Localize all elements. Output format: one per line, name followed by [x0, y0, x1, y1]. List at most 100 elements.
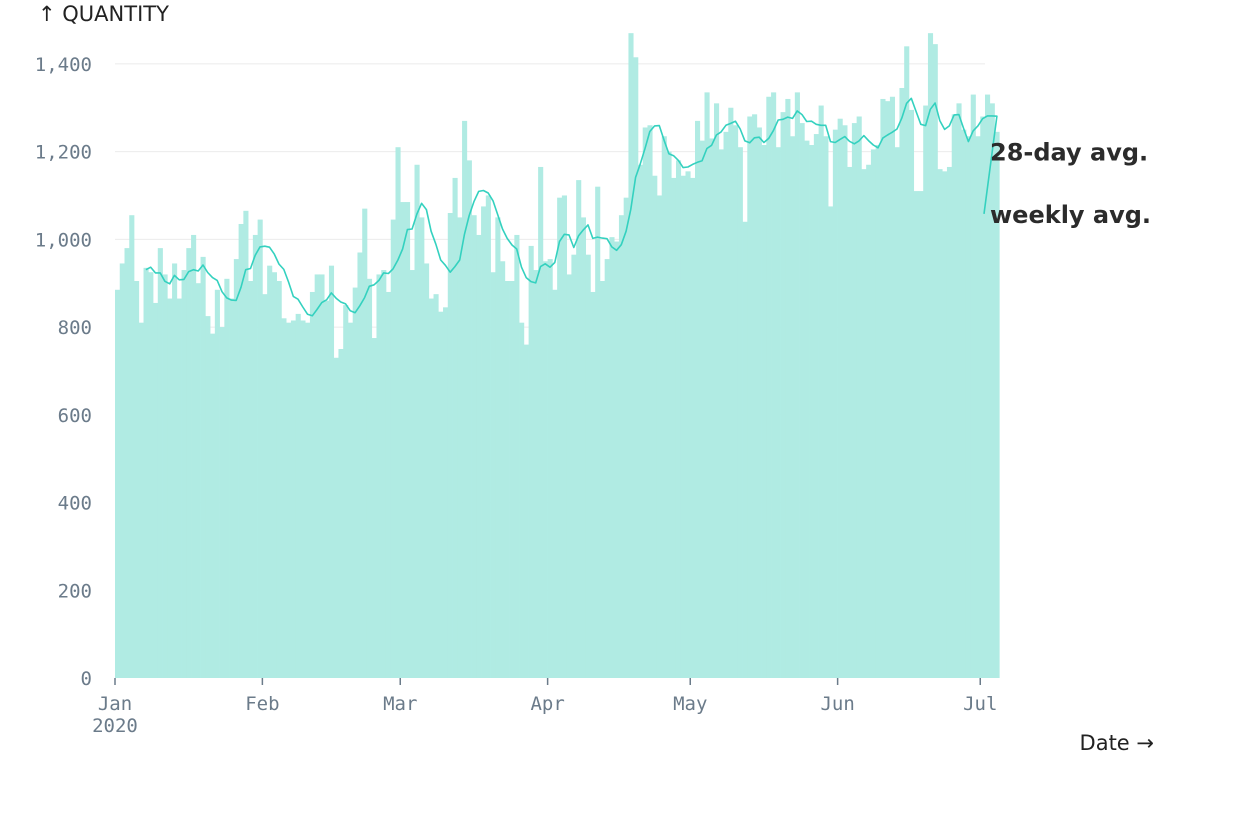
bar	[923, 105, 929, 679]
bar	[970, 94, 976, 678]
bar	[466, 160, 472, 678]
bar	[528, 245, 534, 678]
bar	[400, 202, 406, 678]
bar	[115, 289, 121, 678]
bar	[433, 294, 439, 678]
bar	[262, 294, 268, 678]
bar	[252, 234, 258, 679]
bar	[243, 210, 249, 678]
bar	[271, 272, 277, 678]
bar	[880, 98, 886, 678]
bar	[580, 217, 587, 678]
bars	[115, 33, 1000, 679]
bar	[257, 219, 263, 679]
y-tick-label: 1,200	[35, 142, 92, 164]
bar	[818, 105, 824, 679]
bar	[542, 261, 548, 678]
bar	[276, 281, 282, 678]
bar	[210, 333, 216, 678]
bar	[666, 151, 672, 679]
bar	[324, 300, 330, 678]
bar	[856, 116, 862, 679]
bar	[233, 259, 239, 678]
series-label-weekly: weekly avg.	[990, 201, 1151, 229]
bar	[500, 261, 506, 678]
bar	[153, 302, 159, 678]
x-tick-label: Apr	[530, 693, 564, 715]
bar	[124, 248, 130, 678]
bar	[675, 160, 682, 678]
bar	[889, 96, 896, 679]
bar	[913, 191, 919, 678]
bar	[290, 320, 297, 678]
bar	[328, 265, 335, 678]
bar	[395, 147, 401, 679]
bar	[181, 270, 187, 678]
bar	[908, 109, 915, 679]
x-tick-label: Jun	[820, 693, 854, 715]
bar	[718, 149, 724, 678]
bar	[904, 46, 910, 678]
series-label-28-day: 28-day avg.	[990, 139, 1148, 167]
bar	[362, 208, 368, 679]
bar	[385, 291, 392, 678]
bar	[965, 136, 972, 678]
bar	[870, 149, 877, 678]
y-tick-label: 400	[58, 493, 92, 515]
bar	[333, 357, 339, 678]
x-axis-title: Date →	[1080, 731, 1154, 755]
bar	[538, 166, 544, 678]
bar	[628, 33, 634, 679]
bar	[780, 112, 786, 679]
bar	[932, 44, 938, 679]
bar	[961, 129, 967, 678]
bar	[956, 103, 962, 678]
x-tick-sublabel: 2020	[92, 715, 138, 737]
bar	[357, 252, 363, 678]
bar	[623, 197, 629, 678]
bar	[504, 281, 510, 678]
bar	[714, 103, 720, 678]
bar	[319, 274, 325, 678]
bar	[704, 92, 710, 678]
bar	[347, 322, 354, 678]
bar	[851, 123, 857, 678]
bar	[761, 145, 767, 678]
bar	[842, 125, 848, 678]
bar	[557, 197, 563, 678]
bar	[680, 175, 686, 678]
bar	[885, 101, 891, 679]
bar	[305, 322, 311, 678]
bar	[946, 166, 953, 678]
bar	[994, 131, 1000, 679]
bar	[828, 206, 834, 678]
bar	[866, 164, 872, 678]
bar	[832, 129, 838, 678]
bar	[281, 318, 287, 678]
bar	[723, 131, 729, 679]
weekly-average-line	[145, 97, 998, 317]
bar	[267, 265, 273, 678]
bar	[585, 254, 591, 679]
bar	[214, 289, 220, 678]
bar	[205, 316, 211, 678]
bar	[238, 223, 244, 679]
bar	[766, 96, 772, 679]
bar	[172, 263, 178, 678]
bar	[157, 248, 163, 678]
bar	[381, 270, 387, 678]
bar	[633, 57, 639, 678]
bar	[799, 123, 805, 678]
bar	[571, 254, 577, 679]
bar	[709, 138, 715, 678]
bar	[476, 234, 482, 679]
bar	[652, 175, 658, 678]
bar	[566, 274, 572, 678]
bar	[980, 116, 986, 679]
bar	[618, 215, 625, 678]
bar	[695, 120, 701, 679]
bar	[509, 281, 515, 678]
bar	[447, 213, 453, 678]
x-tick-label: Jan	[98, 693, 132, 715]
